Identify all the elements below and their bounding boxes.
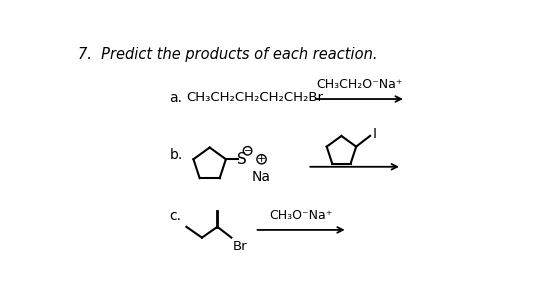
Text: +: + [257,154,266,164]
Text: 7.  Predict the products of each reaction.: 7. Predict the products of each reaction… [78,47,377,62]
Text: Br: Br [233,240,248,253]
Text: c.: c. [170,209,181,223]
Text: CH₃CH₂O⁻Na⁺: CH₃CH₂O⁻Na⁺ [316,78,402,91]
Text: b.: b. [170,147,183,161]
Text: CH₃O⁻Na⁺: CH₃O⁻Na⁺ [270,209,333,222]
Text: CH₃CH₂CH₂CH₂CH₂Br: CH₃CH₂CH₂CH₂CH₂Br [187,91,323,104]
Text: I: I [372,127,377,141]
Text: S: S [237,152,247,167]
Text: Na: Na [252,170,271,184]
Text: −: − [244,146,251,156]
Text: a.: a. [170,91,182,105]
